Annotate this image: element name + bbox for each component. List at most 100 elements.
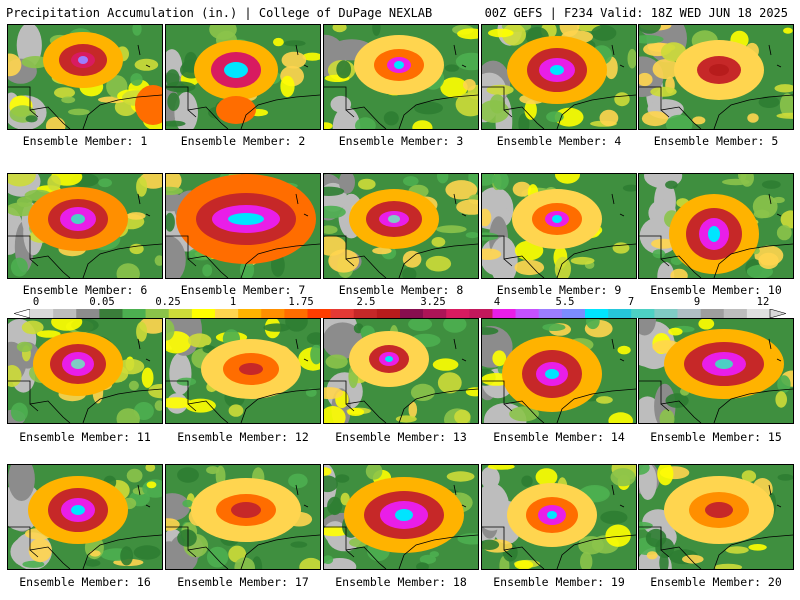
ensemble-member-map-4 — [481, 24, 637, 130]
colorbar-bin — [515, 309, 540, 318]
ensemble-member-label: Ensemble Member: 19 — [493, 575, 625, 589]
precip-field — [324, 174, 478, 278]
ensemble-member-map-16 — [7, 464, 163, 570]
colorbar-tick-label: 3.25 — [420, 296, 446, 308]
ensemble-member-map-6 — [7, 173, 163, 279]
precip-field — [8, 174, 162, 278]
colorbar-tick-label: 1 — [229, 296, 237, 308]
colorbar-bin — [30, 309, 54, 318]
ensemble-member-label: Ensemble Member: 8 — [338, 283, 464, 297]
precip-field — [482, 319, 636, 423]
ensemble-member-map-5 — [638, 24, 794, 130]
precip-field — [639, 25, 793, 129]
ensemble-member-map-17 — [165, 464, 321, 570]
ensemble-member-label: Ensemble Member: 13 — [335, 430, 467, 444]
colorbar-bin — [561, 309, 586, 318]
ensemble-member-label: Ensemble Member: 18 — [335, 575, 467, 589]
ensemble-member-map-1 — [7, 24, 163, 130]
ensemble-member-map-9 — [481, 173, 637, 279]
colorbar-min-arrow — [14, 309, 31, 318]
ensemble-member-map-8 — [323, 173, 479, 279]
colorbar-bin — [492, 309, 516, 318]
ensemble-member-label: Ensemble Member: 16 — [19, 575, 151, 589]
colorbar-bin — [538, 309, 563, 318]
colorbar-bin — [53, 309, 77, 318]
colorbar-bin — [330, 309, 355, 318]
ensemble-member-map-19 — [481, 464, 637, 570]
ensemble-member-map-2 — [165, 24, 321, 130]
ensemble-member-label: Ensemble Member: 7 — [180, 283, 306, 297]
colorbar-bin — [376, 309, 401, 318]
precip-field — [166, 465, 320, 569]
ensemble-member-map-12 — [165, 318, 321, 424]
precip-field — [324, 465, 478, 569]
colorbar-bin — [307, 309, 331, 318]
ensemble-member-map-10 — [638, 173, 794, 279]
colorbar-bin — [746, 309, 771, 318]
precip-field — [8, 465, 162, 569]
colorbar-bin — [446, 309, 470, 318]
colorbar-bin — [677, 309, 701, 318]
precip-field — [166, 319, 320, 423]
colorbar-tick-label: 7 — [627, 296, 635, 308]
precip-field — [324, 319, 478, 423]
ensemble-member-map-3 — [323, 24, 479, 130]
colorbar-bin — [215, 309, 239, 318]
ensemble-member-label: Ensemble Member: 5 — [653, 134, 779, 148]
colorbar-bin — [631, 309, 655, 318]
ensemble-member-label: Ensemble Member: 6 — [22, 283, 148, 297]
colorbar-bin — [400, 309, 424, 318]
colorbar-bin — [723, 309, 748, 318]
colorbar-bin — [99, 309, 123, 318]
ensemble-member-label: Ensemble Member: 10 — [650, 283, 782, 297]
precip-field — [8, 25, 162, 129]
ensemble-member-label: Ensemble Member: 4 — [496, 134, 622, 148]
ensemble-member-label: Ensemble Member: 3 — [338, 134, 464, 148]
ensemble-member-map-13 — [323, 318, 479, 424]
colorbar-bin — [284, 309, 308, 318]
colorbar-tick-label: 5.5 — [555, 296, 575, 308]
precip-field — [166, 174, 320, 278]
precip-field — [639, 465, 793, 569]
colorbar-bin — [423, 309, 447, 318]
precip-field — [166, 25, 320, 129]
colorbar-bin — [353, 309, 378, 318]
colorbar-bin — [700, 309, 725, 318]
ensemble-member-label: Ensemble Member: 17 — [177, 575, 309, 589]
ensemble-member-map-14 — [481, 318, 637, 424]
ensemble-member-map-15 — [638, 318, 794, 424]
colorbar-bin — [168, 309, 193, 318]
colorbar-bin — [608, 309, 632, 318]
ensemble-member-label: Ensemble Member: 1 — [22, 134, 148, 148]
colorbar-bin — [76, 309, 100, 318]
precip-colorbar — [14, 309, 786, 318]
ensemble-member-label: Ensemble Member: 20 — [650, 575, 782, 589]
ensemble-member-label: Ensemble Member: 11 — [19, 430, 151, 444]
map-title: Precipitation Accumulation (in.) | Colle… — [6, 6, 433, 20]
precip-field — [8, 319, 162, 423]
ensemble-member-map-11 — [7, 318, 163, 424]
ensemble-member-map-7 — [165, 173, 321, 279]
colorbar-tick-label: 2.5 — [356, 296, 376, 308]
ensemble-member-label: Ensemble Member: 15 — [650, 430, 782, 444]
colorbar-bin — [145, 309, 170, 318]
precip-field — [482, 465, 636, 569]
colorbar-tick-label: 0 — [32, 296, 40, 308]
colorbar-max-arrow — [769, 309, 786, 318]
ensemble-member-label: Ensemble Member: 9 — [496, 283, 622, 297]
colorbar-bin — [261, 309, 285, 318]
precip-field — [639, 319, 793, 423]
colorbar-bin — [238, 309, 262, 318]
precip-field — [324, 25, 478, 129]
colorbar-bin — [654, 309, 678, 318]
colorbar-bin — [122, 309, 146, 318]
colorbar-tick-label: 1.75 — [288, 296, 314, 308]
colorbar-tick-label: 0.25 — [155, 296, 181, 308]
precip-field — [482, 174, 636, 278]
ensemble-member-label: Ensemble Member: 2 — [180, 134, 306, 148]
ensemble-member-label: Ensemble Member: 14 — [493, 430, 625, 444]
colorbar-tick-label: 0.05 — [89, 296, 115, 308]
ensemble-member-label: Ensemble Member: 12 — [177, 430, 309, 444]
colorbar-tick-label: 9 — [693, 296, 701, 308]
ensemble-member-map-18 — [323, 464, 479, 570]
